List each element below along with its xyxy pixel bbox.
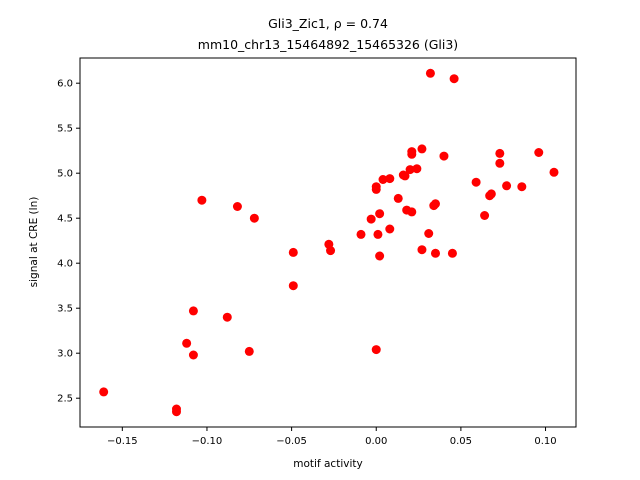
y-tick-label: 6.0 [57, 79, 73, 90]
data-point [373, 230, 382, 239]
data-point [431, 199, 440, 208]
y-tick-label: 4.0 [57, 259, 73, 270]
data-point [189, 306, 198, 315]
x-tick-label: 0.00 [365, 436, 387, 447]
data-point [431, 249, 440, 258]
data-point [407, 207, 416, 216]
data-point [372, 185, 381, 194]
data-point [448, 249, 457, 258]
data-point [480, 211, 489, 220]
data-point [250, 214, 259, 223]
data-point [472, 178, 481, 187]
data-point [424, 229, 433, 238]
x-tick-label: 0.05 [450, 436, 472, 447]
data-point [426, 69, 435, 78]
data-point [233, 202, 242, 211]
y-axis-label: signal at CRE (ln) [28, 197, 40, 288]
data-point [99, 387, 108, 396]
data-point [517, 182, 526, 191]
data-point [375, 252, 384, 261]
data-point [417, 144, 426, 153]
data-point [439, 152, 448, 161]
x-tick-label: 0.10 [534, 436, 556, 447]
data-point [357, 230, 366, 239]
data-point [487, 189, 496, 198]
chart-title-line1: Gli3_Zic1, ρ = 0.74 [268, 16, 388, 31]
data-point [495, 159, 504, 168]
data-point [189, 351, 198, 360]
data-point [394, 194, 403, 203]
data-point [412, 164, 421, 173]
y-tick-label: 5.0 [57, 169, 73, 180]
data-point [197, 196, 206, 205]
y-tick-label: 3.0 [57, 349, 73, 360]
data-point [495, 149, 504, 158]
data-point [172, 407, 181, 416]
data-point [223, 313, 232, 322]
data-point [289, 281, 298, 290]
x-tick-label: −0.10 [192, 436, 223, 447]
data-point [372, 345, 381, 354]
data-point [450, 74, 459, 83]
data-point [289, 248, 298, 257]
y-tick-label: 5.5 [57, 124, 73, 135]
y-tick-label: 2.5 [57, 394, 73, 405]
x-tick-label: −0.05 [276, 436, 307, 447]
chart-title-line2: mm10_chr13_15464892_15465326 (Gli3) [198, 37, 458, 52]
data-point [385, 174, 394, 183]
data-point [549, 168, 558, 177]
data-point [375, 209, 384, 218]
data-point [367, 215, 376, 224]
x-axis-label: motif activity [293, 458, 362, 470]
data-point [534, 148, 543, 157]
y-tick-label: 3.5 [57, 304, 73, 315]
data-point [407, 150, 416, 159]
data-point [182, 339, 191, 348]
y-tick-label: 4.5 [57, 214, 73, 225]
data-point [502, 181, 511, 190]
x-tick-label: −0.15 [107, 436, 138, 447]
data-point [417, 245, 426, 254]
data-point [385, 225, 394, 234]
data-point [326, 246, 335, 255]
data-point [245, 347, 254, 356]
